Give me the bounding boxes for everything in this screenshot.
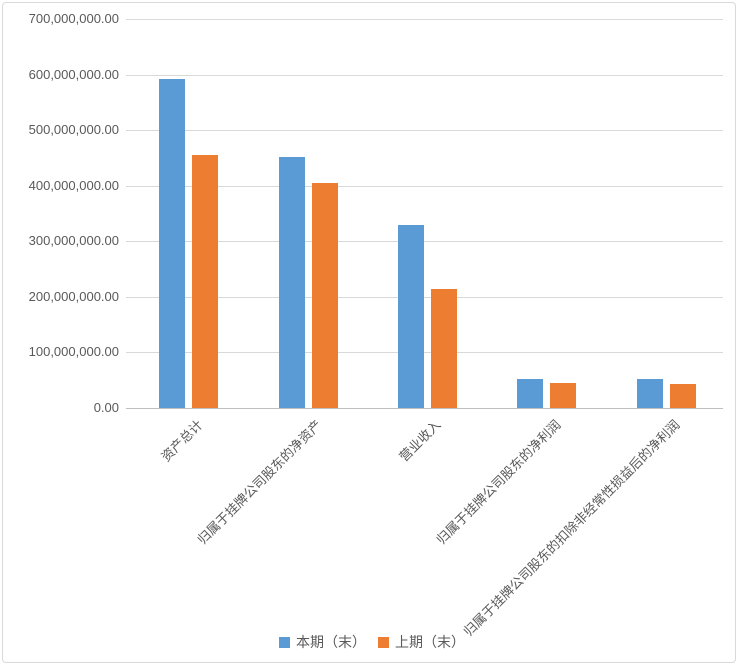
y-axis-tick-label: 300,000,000.00: [28, 233, 119, 248]
bar: [192, 155, 218, 408]
legend-swatch: [378, 637, 389, 648]
legend-item: 上期（末）: [378, 634, 465, 651]
bar: [670, 384, 696, 408]
y-axis-tick-label: 200,000,000.00: [28, 289, 119, 304]
y-axis-tick-label: 600,000,000.00: [28, 67, 119, 82]
y-axis-tick-label: 400,000,000.00: [28, 178, 119, 193]
x-axis-line: [126, 408, 723, 409]
y-axis-tick-label: 100,000,000.00: [28, 344, 119, 359]
gridline: [126, 352, 723, 353]
y-axis-tick-label: 500,000,000.00: [28, 122, 119, 137]
bar: [550, 383, 576, 408]
bar: [431, 289, 457, 408]
bar: [637, 379, 663, 408]
legend-label: 上期（末）: [395, 634, 465, 650]
legend-swatch: [279, 637, 290, 648]
legend-item: 本期（末）: [279, 634, 366, 651]
bar: [279, 157, 305, 408]
y-axis-tick-label: 0.00: [93, 400, 119, 415]
chart-frame: [2, 2, 736, 663]
gridline: [126, 19, 723, 20]
bar: [398, 225, 424, 408]
gridline: [126, 241, 723, 242]
gridline: [126, 297, 723, 298]
legend-label: 本期（末）: [296, 634, 366, 650]
chart-legend: 本期（末） 上期（末）: [0, 634, 744, 651]
bar: [517, 379, 543, 408]
bar: [159, 79, 185, 408]
y-axis-tick-label: 700,000,000.00: [28, 11, 119, 26]
gridline: [126, 75, 723, 76]
gridline: [126, 186, 723, 187]
gridline: [126, 130, 723, 131]
bar: [312, 183, 338, 408]
